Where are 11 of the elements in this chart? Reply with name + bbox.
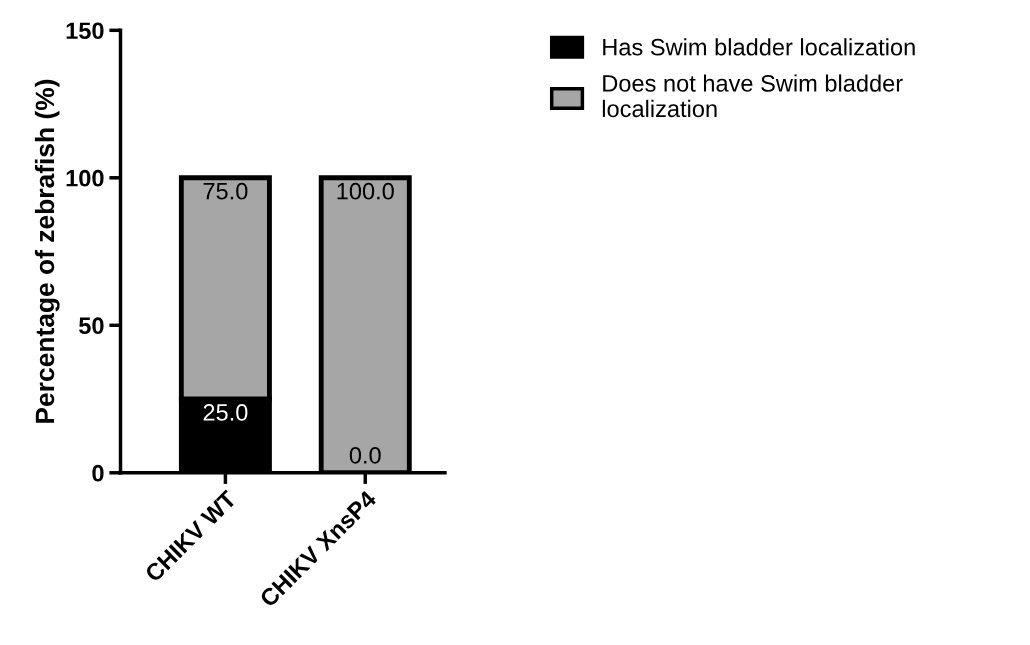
y-tick-label: 0 xyxy=(92,464,104,482)
data-label: 0.0 xyxy=(349,446,381,464)
legend-label: Has Swim bladder localization xyxy=(603,38,915,56)
y-axis-title: Percentage of zebrafish (%) xyxy=(34,79,60,423)
y-tick-label: 100 xyxy=(66,169,104,187)
data-label: 25.0 xyxy=(203,404,248,421)
data-label: 75.0 xyxy=(203,182,248,200)
legend-label: Does not have Swim bladder localization xyxy=(602,74,903,118)
y-tick-label: 150 xyxy=(66,22,104,40)
data-label: 100.0 xyxy=(337,182,394,200)
y-tick-label: 50 xyxy=(79,317,104,335)
